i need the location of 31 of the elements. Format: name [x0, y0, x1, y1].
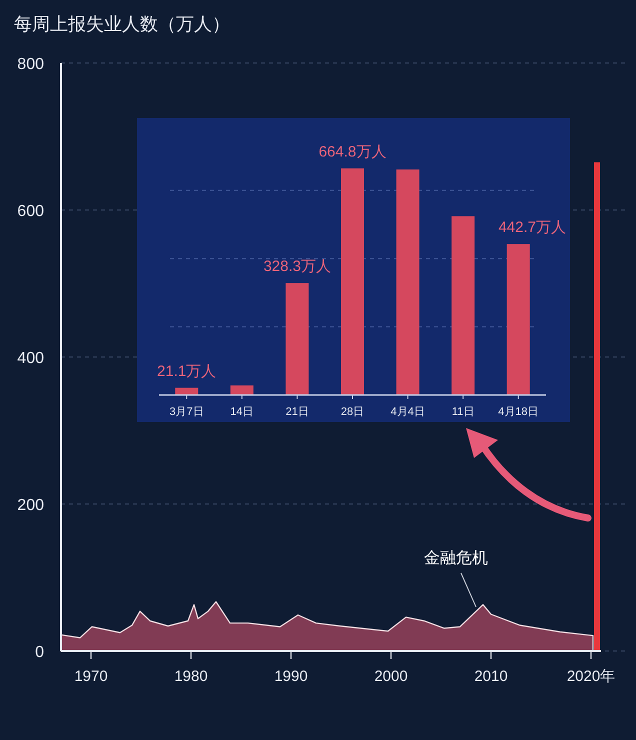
x-tick-label: 21日	[286, 406, 309, 418]
y-tick-label: 800	[17, 56, 44, 73]
y-tick-label: 200	[17, 497, 44, 514]
x-tick-label: 2020年	[566, 668, 616, 685]
bar	[506, 244, 530, 395]
x-tick-label: 1980	[174, 668, 208, 685]
bar	[175, 388, 198, 395]
x-tick-label: 3月7日	[170, 406, 204, 418]
y-tick-label: 400	[17, 350, 44, 367]
data-label: 328.3万人	[263, 258, 331, 276]
x-tick-label: 1970	[74, 668, 108, 685]
bar	[396, 169, 420, 395]
data-label: 21.1万人	[157, 362, 216, 380]
data-label: 664.8万人	[318, 143, 386, 160]
x-tick-label: 2000	[374, 668, 408, 685]
x-tick-label: 4月18日	[498, 406, 539, 418]
chart-title: 每周上报失业人数（万人）	[14, 14, 230, 34]
x-tick-label: 4月4日	[390, 406, 425, 418]
data-label: 442.7万人	[498, 219, 566, 236]
bar	[230, 385, 254, 395]
bar	[286, 283, 309, 395]
x-tick-label: 11日	[452, 406, 474, 418]
bar	[452, 216, 475, 395]
y-tick-label: 0	[35, 644, 44, 661]
annotation: 金融危机	[424, 549, 488, 567]
x-tick-label: 28日	[340, 406, 364, 418]
x-tick-label: 14日	[230, 406, 254, 418]
y-tick-label: 600	[17, 203, 44, 220]
bar	[341, 168, 364, 395]
x-tick-label: 2010	[474, 668, 508, 685]
x-tick-label: 1990	[274, 668, 308, 685]
